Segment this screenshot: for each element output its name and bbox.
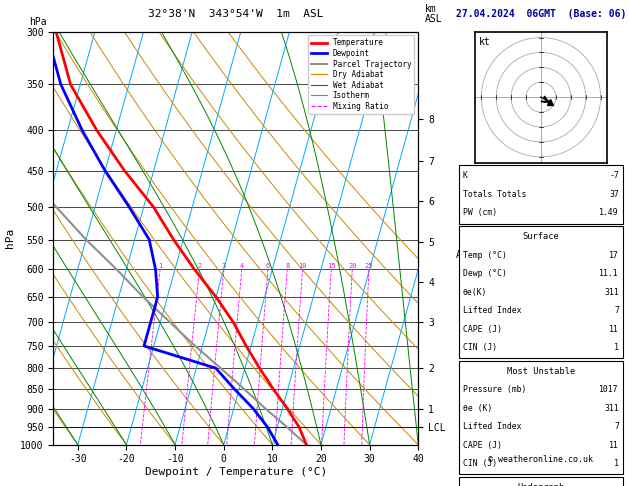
Text: 4: 4 (240, 263, 244, 269)
Text: 20: 20 (348, 263, 357, 269)
Text: 1: 1 (614, 459, 619, 468)
Text: Lifted Index: Lifted Index (463, 306, 521, 315)
Text: 32°38'N  343°54'W  1m  ASL: 32°38'N 343°54'W 1m ASL (148, 9, 324, 19)
Text: Lifted Index: Lifted Index (463, 422, 521, 431)
Text: -7: -7 (609, 172, 619, 180)
Text: 311: 311 (604, 404, 619, 413)
Text: 1017: 1017 (599, 385, 619, 394)
Text: Dewp (°C): Dewp (°C) (463, 269, 507, 278)
Text: kt: kt (479, 37, 491, 47)
Text: 1.49: 1.49 (599, 208, 619, 217)
Text: 311: 311 (604, 288, 619, 296)
Text: 27.04.2024  06GMT  (Base: 06): 27.04.2024 06GMT (Base: 06) (456, 9, 626, 19)
Text: Totals Totals: Totals Totals (463, 190, 526, 199)
Text: Surface: Surface (523, 232, 559, 241)
Text: 1: 1 (158, 263, 162, 269)
Text: 11.1: 11.1 (599, 269, 619, 278)
Text: 11: 11 (609, 325, 619, 333)
Text: 2: 2 (198, 263, 202, 269)
Text: hPa: hPa (30, 17, 47, 27)
Text: 8: 8 (285, 263, 289, 269)
Text: PW (cm): PW (cm) (463, 208, 497, 217)
Text: θe(K): θe(K) (463, 288, 487, 296)
Text: Temp (°C): Temp (°C) (463, 251, 507, 260)
Text: © weatheronline.co.uk: © weatheronline.co.uk (489, 455, 593, 464)
Text: θe (K): θe (K) (463, 404, 493, 413)
Text: 37: 37 (609, 190, 619, 199)
Text: 17: 17 (609, 251, 619, 260)
Text: CIN (J): CIN (J) (463, 459, 497, 468)
Text: 11: 11 (609, 441, 619, 450)
Text: 7: 7 (614, 422, 619, 431)
Text: Hodograph: Hodograph (517, 483, 565, 486)
X-axis label: Dewpoint / Temperature (°C): Dewpoint / Temperature (°C) (145, 467, 327, 477)
Text: 10: 10 (298, 263, 307, 269)
Text: km
ASL: km ASL (425, 4, 442, 24)
Y-axis label: hPa: hPa (4, 228, 14, 248)
Text: 15: 15 (327, 263, 335, 269)
Text: Pressure (mb): Pressure (mb) (463, 385, 526, 394)
Text: Most Unstable: Most Unstable (507, 367, 575, 376)
Text: 25: 25 (365, 263, 373, 269)
Legend: Temperature, Dewpoint, Parcel Trajectory, Dry Adiabat, Wet Adiabat, Isotherm, Mi: Temperature, Dewpoint, Parcel Trajectory… (308, 35, 415, 114)
Text: 7: 7 (614, 306, 619, 315)
Y-axis label: km
ASL: km ASL (456, 238, 474, 260)
Text: CIN (J): CIN (J) (463, 343, 497, 352)
Text: 3: 3 (222, 263, 226, 269)
Text: K: K (463, 172, 468, 180)
Text: 1: 1 (614, 343, 619, 352)
Text: CAPE (J): CAPE (J) (463, 441, 502, 450)
Text: 6: 6 (266, 263, 270, 269)
Text: CAPE (J): CAPE (J) (463, 325, 502, 333)
